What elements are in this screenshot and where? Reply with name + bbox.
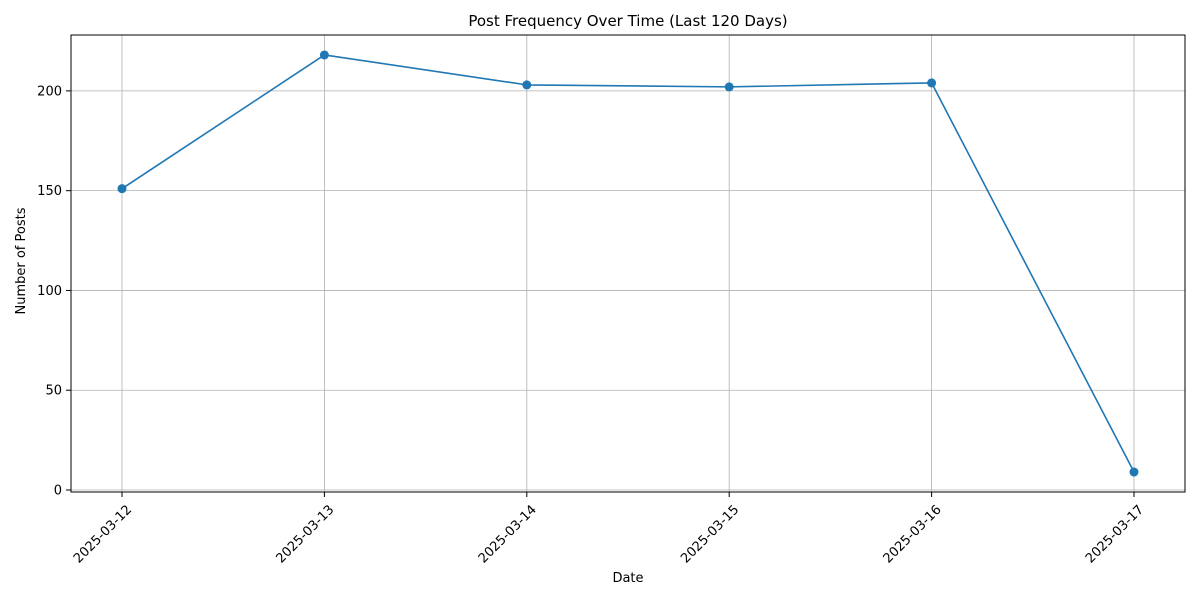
grid-lines: [71, 35, 1185, 492]
x-axis-label: Date: [612, 571, 643, 586]
y-tick-label: 200: [37, 84, 62, 99]
y-tick-label: 100: [37, 284, 62, 299]
y-axis-label: Number of Posts: [14, 207, 29, 314]
data-point: [724, 82, 734, 92]
plot-area-frame: [70, 34, 1186, 493]
data-point: [1129, 467, 1139, 477]
data-point: [117, 184, 127, 194]
data-point: [927, 78, 937, 88]
chart-title: Post Frequency Over Time (Last 120 Days): [468, 12, 787, 30]
y-tick-label: 50: [45, 384, 62, 399]
data-point: [319, 50, 329, 60]
series-group: [117, 50, 1139, 477]
y-tick-label: 150: [37, 184, 62, 199]
series-line: [121, 54, 1135, 473]
y-tick-label: 0: [54, 484, 62, 499]
data-point: [522, 80, 532, 90]
